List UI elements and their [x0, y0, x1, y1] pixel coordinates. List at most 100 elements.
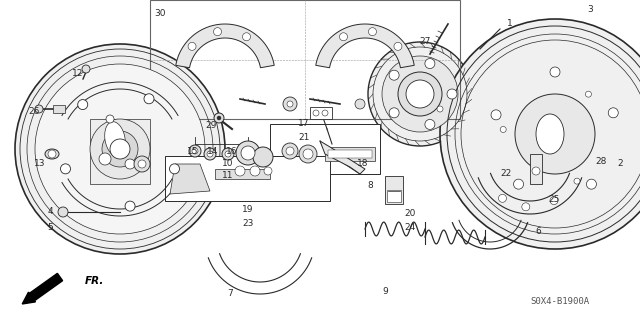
Circle shape: [192, 148, 198, 154]
Circle shape: [77, 100, 88, 109]
Circle shape: [532, 167, 540, 175]
Text: 26: 26: [28, 108, 40, 116]
Text: 3: 3: [587, 4, 593, 13]
Circle shape: [398, 72, 442, 116]
Circle shape: [110, 139, 130, 159]
Bar: [270, 124, 380, 174]
Circle shape: [491, 110, 501, 120]
Circle shape: [82, 65, 90, 73]
Circle shape: [389, 70, 399, 80]
Circle shape: [236, 141, 260, 165]
Circle shape: [437, 106, 443, 112]
Circle shape: [189, 145, 201, 157]
Circle shape: [355, 99, 365, 109]
Text: 5: 5: [47, 222, 53, 232]
Circle shape: [217, 116, 221, 120]
Polygon shape: [176, 24, 275, 68]
Bar: [165, 156, 330, 201]
Bar: [325, 147, 375, 161]
Circle shape: [500, 126, 506, 132]
Bar: [310, 107, 332, 119]
Bar: [150, 0, 460, 119]
Circle shape: [586, 179, 596, 189]
Text: 21: 21: [298, 132, 310, 142]
Circle shape: [440, 19, 640, 249]
Circle shape: [394, 42, 402, 50]
Circle shape: [253, 147, 273, 167]
Text: 28: 28: [595, 157, 607, 166]
Circle shape: [214, 28, 221, 36]
Circle shape: [313, 110, 319, 116]
Text: 17: 17: [298, 120, 310, 129]
Polygon shape: [320, 141, 365, 174]
Ellipse shape: [105, 122, 125, 156]
Text: 11: 11: [222, 172, 234, 181]
Text: 16: 16: [227, 146, 237, 155]
Circle shape: [188, 42, 196, 50]
Circle shape: [406, 80, 434, 108]
Circle shape: [287, 101, 293, 107]
Bar: [90, 119, 150, 184]
Text: 27: 27: [419, 36, 431, 46]
Circle shape: [608, 108, 618, 118]
Bar: [385, 176, 403, 204]
Circle shape: [339, 33, 348, 41]
Circle shape: [368, 42, 472, 146]
Circle shape: [243, 33, 250, 41]
Ellipse shape: [536, 114, 564, 154]
Polygon shape: [170, 164, 210, 194]
Text: FR.: FR.: [85, 276, 104, 286]
Circle shape: [522, 203, 530, 211]
Text: 18: 18: [357, 160, 369, 168]
Circle shape: [515, 94, 595, 174]
Text: 13: 13: [35, 159, 45, 167]
Circle shape: [170, 164, 179, 174]
Circle shape: [204, 148, 216, 160]
Circle shape: [125, 201, 135, 211]
Circle shape: [241, 146, 255, 160]
Circle shape: [586, 91, 591, 97]
Circle shape: [283, 97, 297, 111]
Circle shape: [574, 178, 580, 184]
Circle shape: [222, 148, 234, 160]
Bar: [215, 169, 270, 179]
Circle shape: [58, 207, 68, 217]
Text: 6: 6: [535, 227, 541, 236]
Text: 10: 10: [222, 160, 234, 168]
Circle shape: [250, 166, 260, 176]
Text: 14: 14: [207, 146, 219, 155]
Text: 30: 30: [154, 9, 166, 18]
Polygon shape: [316, 24, 414, 68]
Circle shape: [389, 108, 399, 118]
Text: 15: 15: [188, 146, 199, 155]
Circle shape: [48, 150, 56, 158]
Text: 2: 2: [617, 160, 623, 168]
Circle shape: [425, 119, 435, 130]
Text: 9: 9: [382, 287, 388, 296]
Circle shape: [102, 131, 138, 167]
Text: 22: 22: [500, 169, 511, 179]
Text: 4: 4: [47, 206, 53, 216]
Bar: [387, 190, 401, 202]
Bar: [53, 105, 65, 113]
Circle shape: [282, 143, 298, 159]
Text: 25: 25: [548, 195, 560, 204]
Circle shape: [369, 28, 376, 36]
Circle shape: [447, 89, 457, 99]
Circle shape: [125, 159, 135, 169]
Circle shape: [235, 166, 245, 176]
Circle shape: [35, 64, 205, 234]
Text: 29: 29: [205, 121, 217, 130]
Circle shape: [382, 56, 458, 132]
Circle shape: [61, 164, 70, 174]
Text: S0X4-B1900A: S0X4-B1900A: [531, 296, 589, 306]
Text: 24: 24: [404, 224, 415, 233]
Circle shape: [425, 59, 435, 69]
Circle shape: [35, 105, 43, 113]
Text: 12: 12: [72, 69, 84, 78]
Text: 7: 7: [227, 290, 233, 299]
Ellipse shape: [45, 149, 59, 159]
FancyArrow shape: [22, 273, 63, 304]
Circle shape: [513, 179, 524, 189]
Circle shape: [499, 194, 506, 202]
